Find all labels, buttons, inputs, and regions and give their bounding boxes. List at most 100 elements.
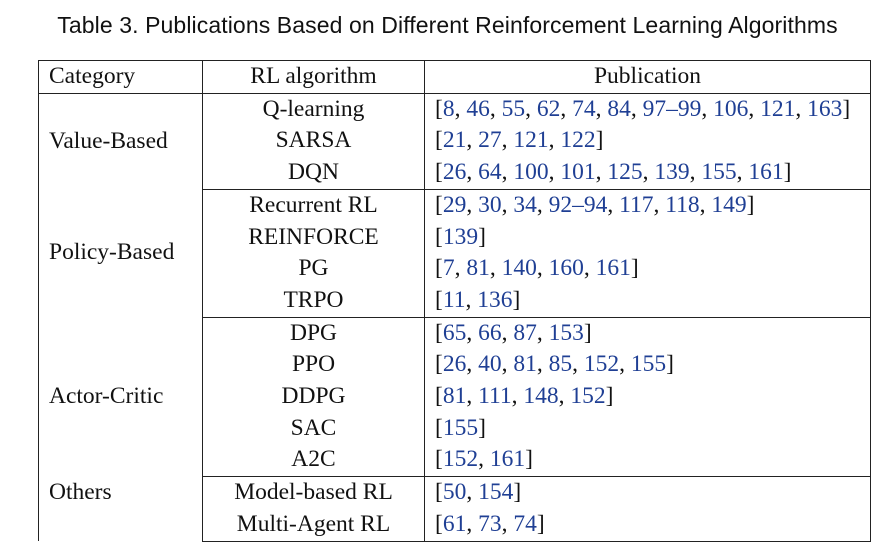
citation-link[interactable]: 40 — [478, 351, 502, 378]
citation-link[interactable]: 161 — [595, 255, 631, 282]
close-bracket: ] — [630, 255, 639, 282]
table-row: Actor-Critic DPG [65, 66, 87, 153] — [38, 317, 871, 477]
citation-separator: , — [619, 351, 631, 378]
citation-link[interactable]: 55 — [501, 95, 526, 122]
citation-link[interactable]: 163 — [807, 95, 843, 122]
citation-link[interactable]: 152 — [583, 351, 620, 378]
citation-link[interactable]: 100 — [513, 159, 549, 186]
citation-link[interactable]: 152 — [570, 383, 606, 410]
citation-link[interactable]: 153 — [548, 319, 584, 346]
citation-link[interactable]: 139 — [654, 159, 690, 186]
citation-link[interactable]: 111 — [478, 383, 512, 410]
citation-link[interactable]: 34 — [513, 191, 537, 218]
table-header-row: Category RL algorithm Publication — [38, 60, 871, 94]
citation-link[interactable]: 81 — [442, 383, 467, 410]
algorithm-cell: PG — [202, 253, 425, 285]
citation-link[interactable]: 117 — [619, 191, 654, 218]
citation-link[interactable]: 139 — [442, 223, 479, 250]
citation-link[interactable]: 73 — [478, 510, 502, 537]
open-bracket: [ — [435, 159, 443, 186]
citation-link[interactable]: 155 — [630, 351, 667, 378]
citation-link[interactable]: 154 — [478, 479, 514, 506]
citation-separator: , — [501, 159, 514, 186]
citation-link[interactable]: 155 — [442, 414, 479, 441]
citation-separator: , — [607, 191, 620, 218]
publication-cell: [7, 81, 140, 160, 161] — [424, 253, 871, 285]
citation-link[interactable]: 92–94 — [548, 191, 608, 218]
citation-link[interactable]: 11 — [442, 286, 466, 313]
citation-link[interactable]: 136 — [477, 286, 513, 313]
table-row: PPO [26, 40, 81, 85, 152, 155] — [39, 349, 871, 382]
citation-separator: , — [536, 319, 549, 346]
citation-link[interactable]: 74 — [572, 95, 596, 122]
category-cell: Policy-Based — [38, 189, 203, 318]
citation-link[interactable]: 161 — [489, 446, 526, 473]
citation-link[interactable]: 97–99 — [642, 95, 702, 122]
citation-link[interactable]: 87 — [513, 319, 537, 346]
citation-separator: , — [478, 446, 490, 473]
citation-link[interactable]: 84 — [607, 95, 631, 122]
citation-link[interactable]: 148 — [523, 383, 559, 410]
citation-link[interactable]: 155 — [701, 159, 737, 186]
citation-link[interactable]: 81 — [466, 255, 490, 282]
open-bracket: [ — [435, 351, 443, 378]
citation-link[interactable]: 66 — [478, 319, 502, 346]
citation-link[interactable]: 74 — [513, 510, 537, 537]
close-bracket: ] — [842, 95, 851, 122]
open-bracket: [ — [435, 127, 443, 154]
citation-link[interactable]: 121 — [513, 127, 549, 154]
table-row: REINFORCE [139] — [39, 221, 871, 254]
citation-link[interactable]: 161 — [748, 159, 784, 186]
citation-link[interactable]: 160 — [548, 255, 584, 282]
citation-link[interactable]: 140 — [501, 255, 537, 282]
citation-link[interactable]: 85 — [548, 351, 573, 378]
citation-link[interactable]: 106 — [713, 95, 749, 122]
table-row: PG [7, 81, 140, 160, 161] — [39, 253, 871, 285]
open-bracket: [ — [435, 510, 443, 537]
citation-link[interactable]: 46 — [466, 95, 490, 122]
citation-separator: , — [489, 255, 502, 282]
citation-link[interactable]: 50 — [442, 479, 467, 506]
citation-link[interactable]: 64 — [478, 159, 502, 186]
table-row: DQN [26, 64, 100, 101, 125, 139, 155, 161… — [39, 157, 871, 190]
close-bracket: ] — [666, 351, 674, 378]
citation-link[interactable]: 62 — [536, 95, 561, 122]
citation-link[interactable]: 7 — [442, 255, 455, 282]
citation-separator: , — [466, 351, 479, 378]
publication-cell: [81, 111, 148, 152] — [424, 381, 871, 413]
citation-link[interactable]: 122 — [560, 127, 596, 154]
open-bracket: [ — [435, 223, 443, 250]
citation-link[interactable]: 118 — [665, 191, 700, 218]
citation-link[interactable]: 27 — [478, 127, 502, 154]
table-row: DDPG [81, 111, 148, 152] — [39, 381, 871, 413]
open-bracket: [ — [435, 95, 443, 122]
citation-link[interactable]: 65 — [442, 319, 467, 346]
publication-cell: [50, 154] — [424, 476, 871, 509]
citation-link[interactable]: 101 — [560, 159, 596, 186]
algorithm-cell: A2C — [202, 444, 425, 478]
citation-separator: , — [536, 255, 549, 282]
open-bracket: [ — [435, 446, 443, 473]
citation-separator: , — [501, 319, 514, 346]
citation-link[interactable]: 125 — [607, 159, 643, 186]
citation-link[interactable]: 8 — [442, 95, 455, 122]
citation-link[interactable]: 81 — [513, 351, 537, 378]
citation-link[interactable]: 121 — [760, 95, 796, 122]
category-cell: Value-Based — [38, 93, 203, 190]
close-bracket: ] — [536, 510, 545, 537]
citation-link[interactable]: 152 — [442, 446, 479, 473]
citation-separator: , — [595, 159, 608, 186]
citation-separator: , — [501, 351, 514, 378]
open-bracket: [ — [435, 255, 443, 282]
publication-cell: [26, 40, 81, 85, 152, 155] — [424, 349, 871, 382]
citation-link[interactable]: 30 — [478, 191, 502, 218]
citation-link[interactable]: 26 — [442, 159, 467, 186]
citation-link[interactable]: 29 — [442, 191, 467, 218]
close-bracket: ] — [478, 223, 486, 250]
open-bracket: [ — [435, 319, 443, 346]
citation-link[interactable]: 21 — [442, 127, 467, 154]
citation-link[interactable]: 26 — [442, 351, 467, 378]
citation-separator: , — [630, 95, 643, 122]
citation-link[interactable]: 61 — [442, 510, 467, 537]
citation-link[interactable]: 149 — [711, 191, 747, 218]
